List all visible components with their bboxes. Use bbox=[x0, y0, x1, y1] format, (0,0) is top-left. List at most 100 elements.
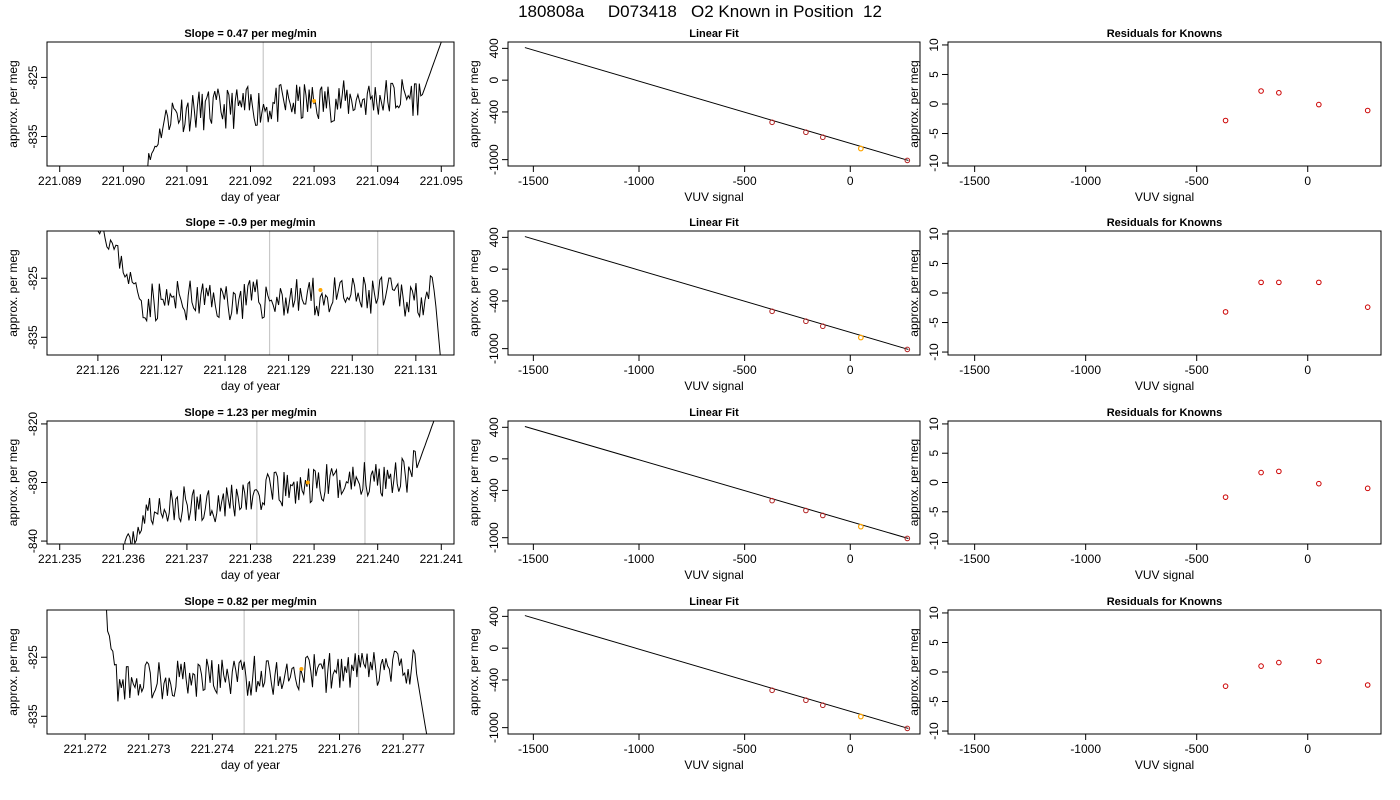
highlight-point bbox=[312, 99, 317, 104]
x-tick-label: 221.235 bbox=[38, 552, 82, 566]
data-point bbox=[904, 725, 911, 732]
x-tick-label: 221.273 bbox=[127, 742, 171, 756]
y-tick-label: -10 bbox=[927, 532, 941, 550]
signal-series-line bbox=[97, 231, 441, 355]
fit-line bbox=[524, 47, 909, 161]
plot-frame bbox=[46, 420, 455, 545]
signal-series-line bbox=[124, 421, 435, 544]
data-point bbox=[1222, 683, 1229, 689]
data-point bbox=[1364, 682, 1371, 688]
y-tick-label: -10 bbox=[927, 343, 941, 361]
plot-frame bbox=[46, 609, 455, 735]
y-tick-label: -825 bbox=[26, 266, 40, 290]
x-tick-label: -1000 bbox=[624, 174, 655, 188]
x-tick-label: -500 bbox=[1185, 363, 1209, 377]
panel-title: Residuals for Knowns bbox=[1107, 407, 1223, 419]
y-axis-label: approx. per meg bbox=[6, 60, 20, 147]
y-tick-label: 400 bbox=[487, 38, 501, 58]
data-point bbox=[1276, 89, 1282, 96]
data-point bbox=[904, 157, 911, 164]
x-tick-label: 221.272 bbox=[63, 742, 107, 756]
data-point bbox=[1222, 494, 1229, 500]
panel-title: Residuals for Knowns bbox=[1107, 596, 1223, 608]
panel-fit-2: Linear Fit -1500 -1000 -500 0 400 0 -400 -1000 VU… bbox=[467, 407, 921, 582]
x-tick-label: -500 bbox=[733, 174, 757, 188]
x-tick-label: -500 bbox=[733, 742, 757, 756]
plot-area bbox=[97, 231, 441, 355]
plot-area bbox=[1222, 88, 1371, 124]
plot-frame bbox=[947, 609, 1382, 735]
x-tick-label: 221.239 bbox=[292, 552, 336, 566]
data-point bbox=[1316, 658, 1322, 665]
x-tick-label: -1000 bbox=[1070, 742, 1101, 756]
x-tick-label: 221.275 bbox=[254, 742, 298, 756]
data-point bbox=[1316, 480, 1322, 487]
y-tick-label: 0 bbox=[487, 76, 501, 83]
highlight-point bbox=[318, 288, 323, 293]
y-axis-label: approx. per meg bbox=[6, 439, 20, 526]
x-tick-label: 221.126 bbox=[76, 363, 120, 377]
x-tick-label: 221.240 bbox=[356, 552, 400, 566]
x-tick-label: 0 bbox=[847, 174, 854, 188]
y-tick-label: -5 bbox=[927, 128, 941, 139]
plot-frame bbox=[46, 230, 455, 356]
y-axis-label: approx. per meg bbox=[6, 628, 20, 715]
y-tick-label: 10 bbox=[927, 606, 941, 620]
y-tick-label: 0 bbox=[487, 455, 501, 462]
data-point bbox=[1258, 469, 1264, 476]
panel-title: Linear Fit bbox=[689, 217, 739, 229]
x-tick-label: -1000 bbox=[1070, 552, 1101, 566]
x-tick-label: 221.131 bbox=[394, 363, 438, 377]
x-axis-label: VUV signal bbox=[1135, 190, 1194, 204]
fit-line bbox=[524, 426, 909, 539]
panel-fit-0: Linear Fit -1500 -1000 -500 0 400 0 -400 -1000 VU… bbox=[467, 28, 921, 204]
y-tick-label: -830 bbox=[26, 470, 40, 494]
y-tick-label: 0 bbox=[487, 265, 501, 272]
y-tick-label: -840 bbox=[26, 529, 40, 553]
data-point bbox=[820, 323, 826, 330]
panel-res-3: Residuals for Knowns -1500 -1000 -500 0 10 5 0 -… bbox=[907, 596, 1382, 772]
y-tick-label: -5 bbox=[927, 506, 941, 517]
y-tick-label: -400 bbox=[487, 478, 501, 502]
panel-ts-3: Slope = 0.82 per meg/min 221.272 221.273 22… bbox=[6, 596, 455, 772]
plot-area bbox=[1222, 658, 1371, 689]
panel-title: Slope = 1.23 per meg/min bbox=[184, 407, 317, 419]
x-tick-label: -500 bbox=[733, 552, 757, 566]
x-tick-label: -1500 bbox=[959, 742, 990, 756]
x-axis-label: VUV signal bbox=[684, 758, 743, 772]
x-axis-label: day of year bbox=[221, 758, 280, 772]
y-tick-label: -825 bbox=[26, 645, 40, 669]
y-tick-label: -1000 bbox=[487, 712, 501, 743]
data-point bbox=[803, 318, 809, 325]
y-axis-label: approx. per meg bbox=[467, 628, 481, 715]
data-point bbox=[1258, 279, 1264, 286]
y-tick-label: 10 bbox=[927, 227, 941, 241]
plot-frame bbox=[507, 230, 921, 356]
x-tick-label: 0 bbox=[847, 363, 854, 377]
panel-res-0: Residuals for Knowns -1500 -1000 -500 0 10 5 0 -… bbox=[907, 28, 1382, 204]
panel-title: Residuals for Knowns bbox=[1107, 28, 1223, 40]
signal-series-line bbox=[147, 42, 442, 166]
figure-title: 180808a D073418 O2 Known in Position 12 bbox=[518, 2, 882, 21]
x-tick-label: 0 bbox=[1304, 742, 1311, 756]
x-tick-label: -500 bbox=[733, 363, 757, 377]
x-axis-label: VUV signal bbox=[684, 190, 743, 204]
x-tick-label: 221.128 bbox=[203, 363, 247, 377]
data-point bbox=[769, 308, 775, 315]
data-point bbox=[820, 134, 826, 141]
y-tick-label: -1000 bbox=[487, 522, 501, 553]
highlight-point bbox=[305, 480, 310, 485]
y-tick-label: -825 bbox=[26, 65, 40, 89]
data-point bbox=[803, 697, 809, 704]
data-point bbox=[803, 129, 809, 136]
x-tick-label: 0 bbox=[1304, 174, 1311, 188]
plot-area bbox=[1222, 468, 1371, 500]
x-tick-label: 0 bbox=[1304, 552, 1311, 566]
y-tick-label: 0 bbox=[487, 644, 501, 651]
y-tick-label: -400 bbox=[487, 289, 501, 313]
plot-area bbox=[1222, 279, 1371, 315]
y-axis-label: approx. per meg bbox=[6, 249, 20, 336]
x-tick-label: 221.241 bbox=[420, 552, 464, 566]
y-axis-label: approx. per meg bbox=[907, 439, 921, 526]
plot-frame bbox=[947, 41, 1382, 167]
